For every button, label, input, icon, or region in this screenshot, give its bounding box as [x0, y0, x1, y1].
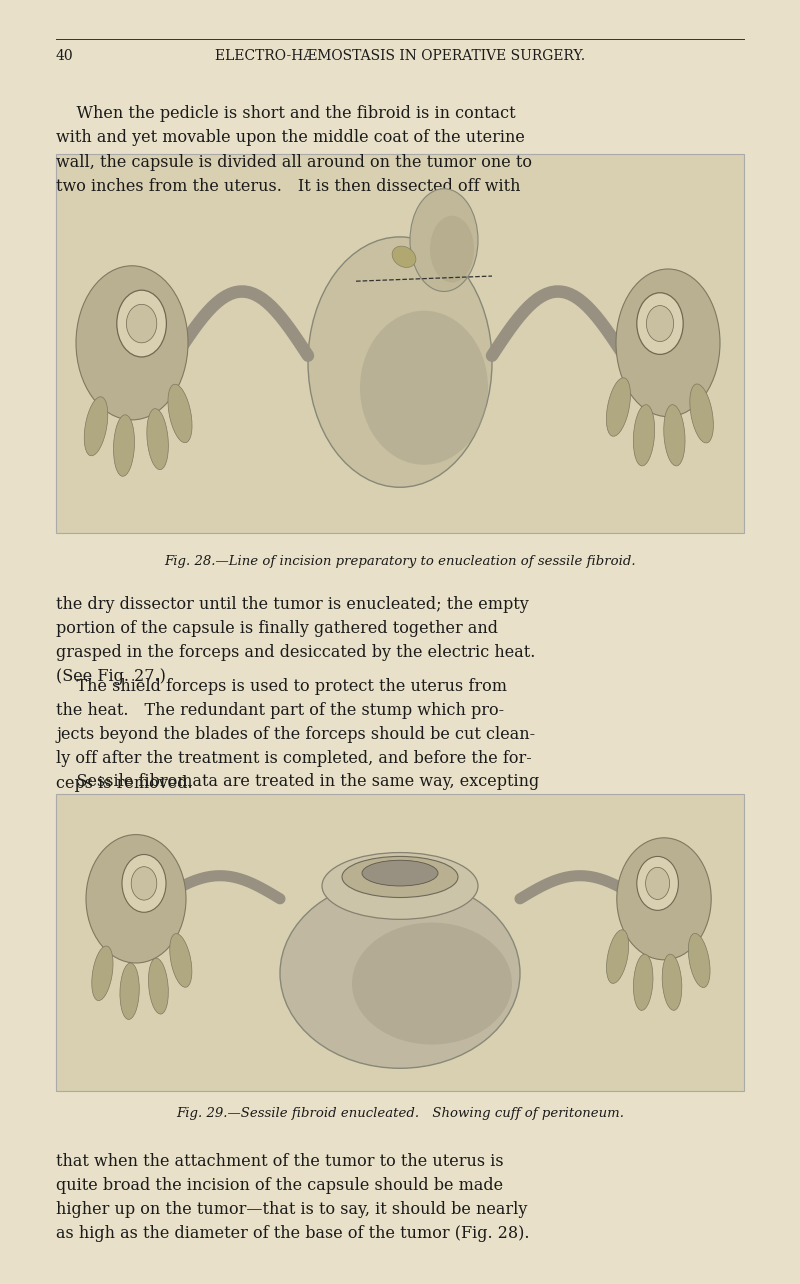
Ellipse shape — [352, 922, 512, 1045]
Ellipse shape — [360, 311, 488, 465]
Ellipse shape — [690, 384, 714, 443]
Ellipse shape — [392, 247, 416, 267]
Text: the dry dissector until the tumor is enucleated; the empty
portion of the capsul: the dry dissector until the tumor is enu… — [56, 596, 535, 686]
Ellipse shape — [362, 860, 438, 886]
Text: Sessile fibromata are treated in the same way, excepting: Sessile fibromata are treated in the sam… — [56, 773, 539, 790]
Ellipse shape — [120, 963, 139, 1019]
Ellipse shape — [410, 189, 478, 291]
Ellipse shape — [122, 855, 166, 912]
Ellipse shape — [342, 856, 458, 898]
Ellipse shape — [637, 293, 683, 354]
Ellipse shape — [114, 415, 134, 476]
Ellipse shape — [634, 954, 653, 1011]
Ellipse shape — [646, 868, 670, 899]
Ellipse shape — [280, 878, 520, 1068]
Ellipse shape — [131, 867, 157, 900]
FancyBboxPatch shape — [56, 154, 744, 533]
Ellipse shape — [117, 290, 166, 357]
Text: Fig. 28.—Line of incision preparatory to enucleation of sessile fibroid.: Fig. 28.—Line of incision preparatory to… — [164, 555, 636, 568]
Ellipse shape — [637, 856, 678, 910]
Ellipse shape — [84, 397, 108, 456]
Ellipse shape — [616, 270, 720, 416]
Ellipse shape — [170, 933, 192, 987]
Ellipse shape — [606, 930, 629, 984]
Text: When the pedicle is short and the fibroid is in contact
with and yet movable upo: When the pedicle is short and the fibroi… — [56, 105, 532, 195]
Text: The shield forceps is used to protect the uterus from
the heat. The redundant pa: The shield forceps is used to protect th… — [56, 678, 535, 791]
Ellipse shape — [76, 266, 188, 420]
Text: Fig. 29.—Sessile fibroid enucleated. Showing cuff of peritoneum.: Fig. 29.—Sessile fibroid enucleated. Sho… — [176, 1107, 624, 1120]
Ellipse shape — [606, 377, 630, 437]
FancyBboxPatch shape — [56, 794, 744, 1091]
Text: 40: 40 — [56, 49, 74, 63]
Ellipse shape — [617, 837, 711, 960]
Ellipse shape — [430, 216, 474, 282]
Ellipse shape — [92, 946, 113, 1000]
Ellipse shape — [149, 958, 168, 1014]
Text: ELECTRO-HÆMOSTASIS IN OPERATIVE SURGERY.: ELECTRO-HÆMOSTASIS IN OPERATIVE SURGERY. — [215, 49, 585, 63]
Ellipse shape — [634, 404, 654, 466]
Ellipse shape — [308, 238, 492, 488]
Ellipse shape — [664, 404, 685, 466]
Ellipse shape — [147, 408, 168, 470]
Ellipse shape — [126, 304, 157, 343]
Text: that when the attachment of the tumor to the uterus is
quite broad the incision : that when the attachment of the tumor to… — [56, 1153, 530, 1243]
Ellipse shape — [322, 853, 478, 919]
Ellipse shape — [168, 384, 192, 443]
Ellipse shape — [86, 835, 186, 963]
Ellipse shape — [662, 954, 682, 1011]
Ellipse shape — [688, 933, 710, 987]
Ellipse shape — [646, 306, 674, 342]
